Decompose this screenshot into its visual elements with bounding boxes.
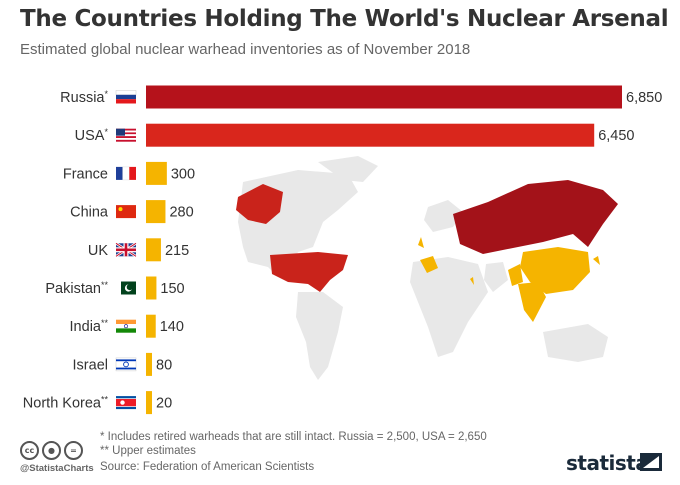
value-label-china: 280	[169, 205, 193, 221]
map-france	[420, 256, 438, 273]
flag-india-icon	[116, 319, 136, 333]
map-alaska	[236, 184, 283, 224]
world-map-background	[236, 156, 618, 380]
value-label-israel: 80	[156, 357, 172, 373]
map-usa	[270, 252, 348, 292]
bar-uk	[146, 238, 161, 262]
category-label-russia: Russia*	[60, 89, 108, 106]
chart-subtitle: Estimated global nuclear warhead invento…	[20, 41, 471, 58]
category-label-uk: UK	[88, 243, 108, 259]
category-label-usa: USA*	[75, 127, 109, 144]
footnotes: * Includes retired warheads that are sti…	[100, 430, 487, 458]
value-label-india: 140	[160, 319, 184, 335]
flag-north-korea-icon	[116, 396, 136, 410]
footnote-upper-estimates: ** Upper estimates	[100, 445, 196, 457]
source-note: Source: Federation of American Scientist…	[100, 461, 315, 473]
value-label-russia: 6,850	[626, 90, 662, 106]
value-label-usa: 6,450	[598, 128, 634, 144]
category-label-north-korea: North Korea**	[23, 395, 109, 412]
license-icons[interactable]: cc ● =	[20, 441, 83, 460]
chart-title: The Countries Holding The World's Nuclea…	[20, 6, 669, 32]
map-israel	[470, 277, 474, 285]
value-label-uk: 215	[165, 243, 189, 259]
attribution-icon: ●	[42, 441, 61, 460]
brand-logo-text[interactable]: statista	[566, 451, 649, 475]
category-label-israel: Israel	[73, 357, 108, 373]
flag-russia-icon	[115, 90, 137, 104]
map-uk	[418, 237, 424, 248]
value-label-pakistan: 150	[160, 281, 184, 297]
flag-france-icon	[116, 166, 136, 181]
map-north-korea	[593, 256, 600, 265]
bar-chart: Russia* 6,850 USA* 6,450 France 300 China 280 UK…	[23, 85, 662, 415]
bar-china	[146, 200, 166, 224]
statista-logo-icon	[640, 453, 662, 471]
flag-china-icon	[116, 205, 136, 219]
footnote-upper-retired: * Includes retired warheads that are sti…	[100, 431, 487, 443]
map-india	[518, 282, 546, 322]
bar-india	[146, 314, 156, 338]
cc-icon: cc	[20, 441, 39, 460]
flag-pakistan-icon	[116, 281, 136, 295]
map-pakistan	[508, 264, 523, 286]
category-label-france: France	[63, 166, 108, 182]
bar-israel	[146, 352, 152, 376]
bar-russia	[146, 85, 622, 109]
bar-usa	[146, 123, 595, 147]
bar-north-korea	[146, 391, 152, 415]
value-label-north-korea: 20	[156, 396, 172, 412]
no-derivatives-icon: =	[64, 441, 83, 460]
bar-pakistan	[146, 276, 157, 300]
flag-usa-icon	[116, 128, 136, 142]
bar-france	[146, 161, 167, 185]
flag-israel-icon	[115, 357, 137, 372]
map-russia	[453, 180, 618, 254]
twitter-handle[interactable]: @StatistaCharts	[20, 463, 94, 474]
category-label-pakistan: Pakistan**	[45, 280, 108, 297]
flag-uk-icon	[115, 242, 137, 258]
category-label-china: China	[70, 205, 109, 221]
category-label-india: India**	[70, 318, 109, 335]
value-label-france: 300	[171, 166, 195, 182]
